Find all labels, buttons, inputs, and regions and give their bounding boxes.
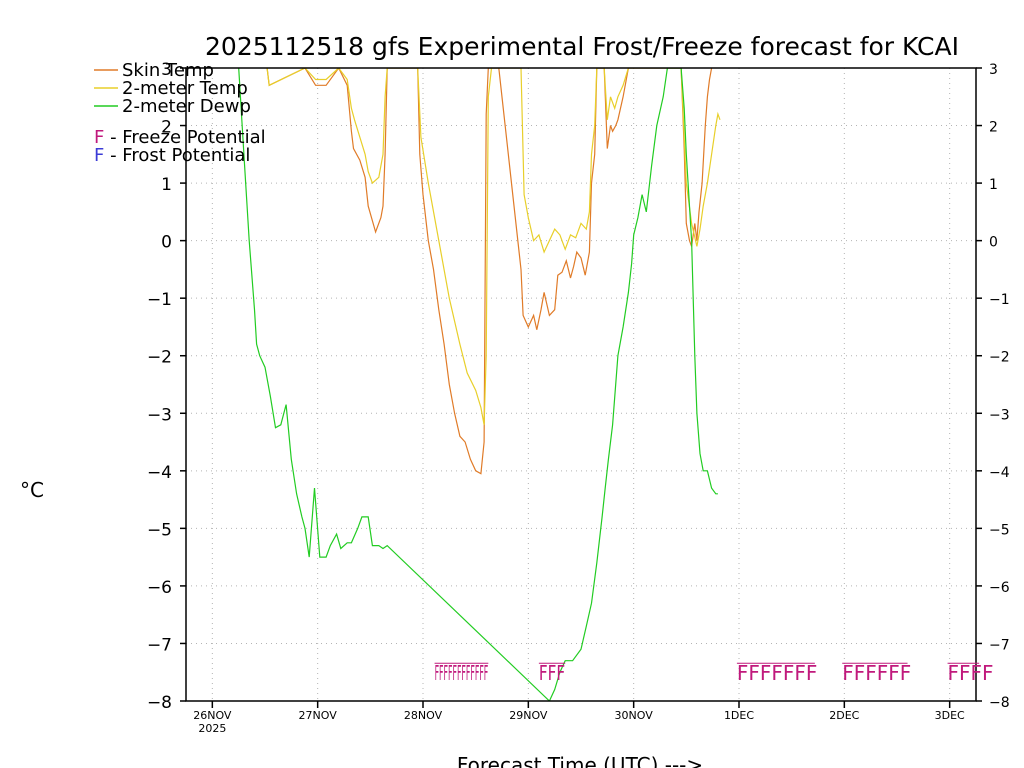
x-tick-label: 1DEC (724, 709, 754, 722)
x-tick-label: 29NOV (509, 709, 548, 722)
y-tick-label-right: 1 (989, 177, 998, 193)
y-tick-label: −3 (147, 405, 172, 425)
y-tick-label: −8 (147, 693, 172, 713)
legend-entry-label: 2-meter Dewp (122, 96, 251, 117)
x-tick-label: 26NOV (193, 709, 232, 722)
y-tick-label: −2 (147, 348, 172, 368)
freeze-mark-group: FFFFFFFFFFFF (435, 661, 489, 685)
series-line-2-meter-temp (266, 68, 721, 425)
y-tick-label: 3 (161, 60, 172, 80)
y-tick-label-right: 2 (989, 120, 998, 136)
x-tick-label: 3DEC (935, 709, 965, 722)
series-line-skin-temp (266, 68, 713, 475)
series-line-2-meter-dewp (238, 68, 718, 701)
y-tick-label-right: 0 (989, 235, 998, 251)
y-tick-label-right: −2 (989, 350, 1010, 366)
legend-entry-label: 2-meter Temp (122, 78, 248, 99)
y-tick-label-right: −3 (989, 407, 1010, 423)
y-tick-label: 2 (161, 118, 172, 138)
y-axis: 3 3 2 2 1 1 0 0 −1 −1 −2 −2 −3 −3 −4 −4 −5 −5 −6 −6 −7 −7 −8 −8 (147, 60, 1010, 713)
freeze-mark-group: FFFF (948, 661, 994, 685)
series-lines (238, 68, 721, 701)
y-tick-label: −7 (147, 635, 172, 655)
legend-potential: F - Freeze Potential (94, 127, 266, 148)
legend-potential-text: - Freeze Potential (104, 127, 265, 148)
grid-lines (186, 68, 976, 701)
y-axis-unit: °C (20, 478, 44, 502)
y-tick-label-right: −6 (989, 580, 1010, 596)
chart-title: 2025112518 gfs Experimental Frost/Freeze… (205, 32, 959, 61)
y-tick-label-right: −4 (989, 465, 1010, 481)
legend-potential-text: - Frost Potential (104, 145, 250, 166)
x-tick-sublabel: 2025 (198, 722, 226, 735)
freeze-mark-group: FFFFFF (842, 661, 911, 685)
legend-potential: F - Frost Potential (94, 145, 250, 166)
y-tick-label-right: −1 (989, 292, 1010, 308)
legend-entry-label: Skin Temp (122, 60, 214, 81)
y-tick-label-right: −8 (989, 695, 1010, 711)
y-tick-label: −4 (147, 463, 172, 483)
plot-frame (185, 67, 977, 702)
freeze-marks: FFFFFFFFFFFF FFF FFFFFFF FFFFFF FFFF (434, 661, 994, 685)
legend-potential-symbol: F (94, 127, 104, 148)
x-tick-label: 27NOV (299, 709, 338, 722)
y-tick-label-right: 3 (989, 62, 998, 78)
x-tick-label: 28NOV (404, 709, 443, 722)
freeze-mark-group: FFFFFFF (737, 661, 818, 685)
freeze-mark-group: FFF (539, 661, 565, 685)
x-axis-label: Forecast Time (UTC) ---> (457, 753, 703, 768)
y-tick-label: 0 (161, 233, 172, 253)
y-tick-label: −1 (147, 290, 172, 310)
y-tick-label: 1 (161, 175, 172, 195)
x-tick-label: 2DEC (829, 709, 859, 722)
y-tick-label: −6 (147, 578, 172, 598)
y-tick-label-right: −5 (989, 522, 1010, 538)
y-tick-label-right: −7 (989, 637, 1010, 653)
y-tick-label: −5 (147, 520, 172, 540)
x-tick-label: 30NOV (615, 709, 654, 722)
legend-potential-symbol: F (94, 145, 104, 166)
